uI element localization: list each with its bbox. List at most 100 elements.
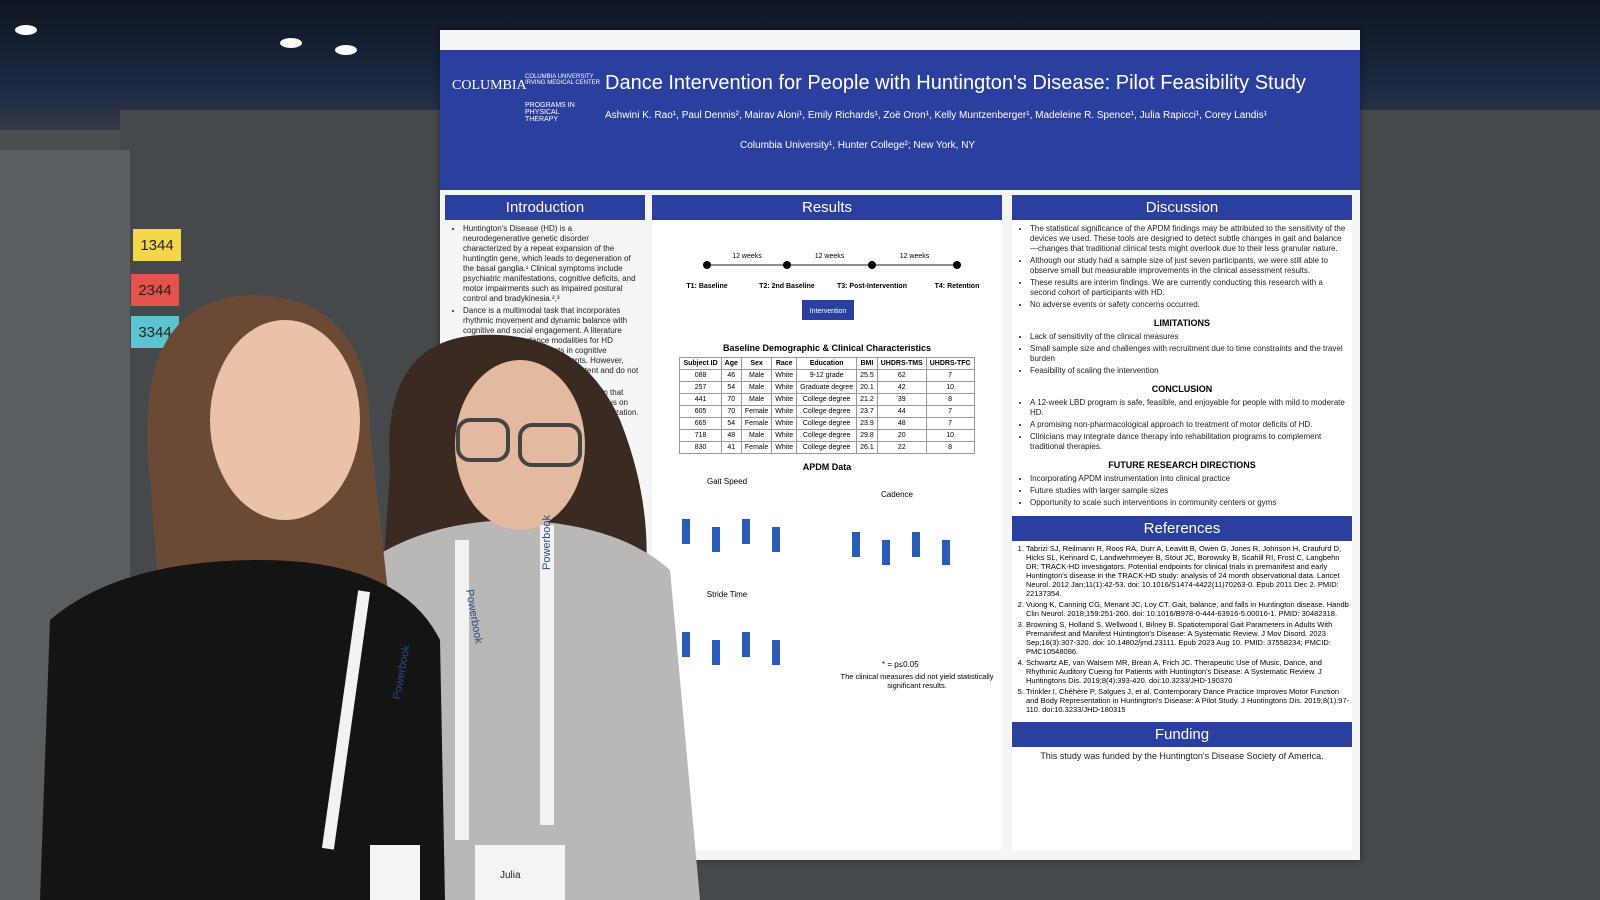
bullet: A 12-week LBD program is safe, feasible,… (1030, 398, 1346, 418)
bullet: The statistical significance of the APDM… (1030, 224, 1346, 254)
bullet: Opportunity to scale such interventions … (1030, 498, 1346, 508)
interval-label: 12 weeks (815, 253, 845, 260)
glasses (456, 418, 510, 462)
box-shape (942, 540, 950, 565)
box-shape (882, 540, 890, 565)
subheading: CONCLUSION (1151, 384, 1213, 394)
lanyard (321, 590, 371, 850)
significance-note: * = p≤0.05 (882, 660, 919, 669)
column-header: Sex (740, 357, 773, 370)
timeline-point (703, 261, 711, 269)
bullet: Small sample size and challenges with re… (1030, 344, 1346, 364)
reference: Trinkler I, Chéhère P, Salgues J, et al.… (1026, 687, 1352, 714)
table-row: 665 54 Female White College degree 23.9 48 7 (679, 417, 975, 430)
reference: Schwartz AE, van Walsem MR, Brean A, Fri… (1026, 658, 1352, 685)
right-column: Discussion The statistical significance … (1012, 195, 1352, 850)
bullet: These results are interim findings. We a… (1030, 278, 1346, 298)
table-title: Baseline Demographic & Clinical Characte… (722, 343, 932, 353)
number-tag: 1344 (133, 229, 181, 261)
light (15, 25, 37, 35)
section-heading: References (1012, 516, 1352, 541)
badge (475, 845, 565, 900)
reference-list: Tabrizi SJ, Reilmann R, Roos RA, Durr A,… (1012, 544, 1352, 714)
timeline-label: T3: Post-Intervention (837, 283, 907, 290)
results: Results T1: Baseline T2: 2nd Baseline T3: … (652, 195, 1002, 850)
light (280, 38, 302, 48)
box-shape (772, 527, 780, 552)
glasses (518, 423, 582, 467)
bullet: Clinicians may integrate dance therapy i… (1030, 432, 1346, 452)
subheading: FUTURE RESEARCH DIRECTIONS (1108, 460, 1256, 470)
bullet-list: A 12-week LBD program is safe, feasible,… (1018, 398, 1346, 452)
bullet: Although our study had a sample size of … (1030, 256, 1346, 276)
box-shape (772, 640, 780, 665)
section-heading: Introduction (445, 195, 645, 220)
section-heading: Results (652, 195, 1002, 220)
box-shape (742, 632, 750, 657)
caption-box: The clinical measures did not yield stat… (840, 672, 994, 690)
box-shape (712, 527, 720, 552)
bullet: Future studies with larger sample sizes (1030, 486, 1346, 496)
bullet: Huntington's Disease (HD) is a neurodege… (463, 224, 639, 304)
program-name: PROGRAMS IN PHYSICAL THERAPY (525, 102, 575, 123)
table-row: 088 46 Male White 9-12 grade 25.5 62 7 (679, 369, 975, 382)
interval-label: 12 weeks (900, 253, 930, 260)
box-shape (742, 519, 750, 544)
table-cell: Female (740, 417, 773, 430)
box-shape (852, 532, 860, 557)
timeline-point (868, 261, 876, 269)
interval-label: 12 weeks (732, 253, 762, 260)
lanyard (540, 525, 554, 825)
apdm-title: APDM Data (802, 462, 852, 472)
table-cell: 41 (720, 441, 742, 454)
table-cell: Female (740, 441, 773, 454)
panel-title: Gait Speed (707, 477, 747, 486)
subheading: LIMITATIONS (1153, 318, 1211, 328)
table-row: 718 48 Male White College degree 29.8 20 10 (679, 429, 975, 442)
reference: Vuong K, Canning CG, Menant JC, Loy CT. … (1026, 600, 1352, 618)
timeline: T1: Baseline T2: 2nd Baseline T3: Post-Int… (686, 253, 979, 320)
poster-banner: COLUMBIA COLUMBIA UNIVERSITY IRVING MEDI… (440, 50, 1360, 190)
box-shape (912, 532, 920, 557)
table-cell: College degree (796, 441, 858, 454)
caption: The clinical measures did not yield stat… (840, 672, 994, 690)
panel-title: Stride Time (707, 590, 748, 599)
bullet: Incorporating APDM instrumentation into … (1030, 474, 1346, 484)
intervention-label: Intervention (810, 308, 847, 315)
timeline-label: T2: 2nd Baseline (759, 283, 815, 290)
reference: Browning S, Holland S, Wellwood I, Bilne… (1026, 620, 1352, 656)
box-shape (712, 640, 720, 665)
table-cell: White (771, 441, 798, 454)
bullet-list: Lack of sensitivity of the clinical meas… (1018, 332, 1346, 376)
intervention-box (802, 300, 854, 320)
panel-title: Cadence (881, 490, 914, 499)
jacket (40, 560, 445, 900)
lanyard-text: Powerbook (541, 514, 553, 570)
apdm-plots: Gait Speed Cadence Stride Time * = p≤0.05 Th… (682, 477, 994, 690)
logo: COLUMBIA (452, 78, 527, 93)
table-cell: 22 (876, 441, 927, 454)
bullet: Lack of sensitivity of the clinical meas… (1030, 332, 1346, 342)
bullet: Feasibility of scaling the intervention (1030, 366, 1346, 376)
face (210, 320, 360, 520)
funding-text: This study was funded by the Huntington'… (1040, 751, 1324, 761)
table-cell: 8 (925, 441, 975, 454)
bullet: No adverse events or safety concerns occ… (1030, 300, 1346, 310)
box-shape (682, 632, 690, 657)
poster-title: Dance Intervention for People with Hunti… (605, 72, 1306, 94)
box-shape (682, 519, 690, 544)
table-row: 830 41 Female White College degree 26.1 22 8 (679, 441, 975, 454)
bullet-list: Incorporating APDM instrumentation into … (1018, 474, 1346, 508)
table-cell: 26.1 (856, 441, 878, 454)
sweater (370, 520, 700, 900)
section-heading: Discussion (1012, 195, 1352, 220)
bullet-list: The statistical significance of the APDM… (1018, 224, 1346, 310)
timeline-point (783, 261, 791, 269)
light (335, 45, 357, 55)
authors: Ashwini K. Rao¹, Paul Dennis², Mairav Al… (605, 110, 1267, 121)
section-heading: Funding (1012, 722, 1352, 747)
bullet: A promising non-pharmacological approach… (1030, 420, 1346, 430)
reference: Tabrizi SJ, Reilmann R, Roos RA, Durr A,… (1026, 544, 1352, 598)
